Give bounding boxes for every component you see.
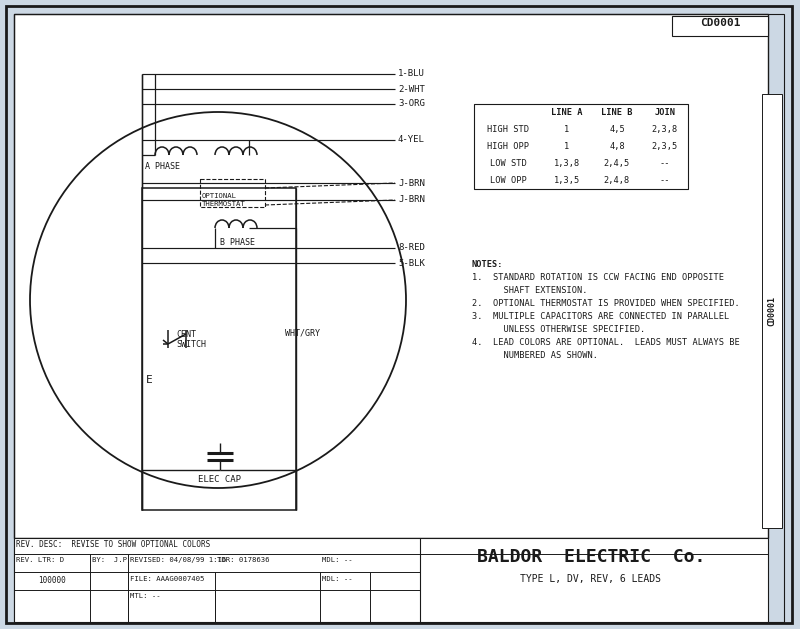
Text: 2,4,8: 2,4,8 [604,176,630,185]
Text: B PHASE: B PHASE [220,238,255,247]
Text: 4,8: 4,8 [609,142,625,151]
Text: MTL: --: MTL: -- [130,593,161,599]
Text: 1: 1 [564,142,570,151]
Text: 4,5: 4,5 [609,125,625,134]
Text: J-BRN: J-BRN [398,196,425,204]
Bar [142,188,296,510]
Text: 1.  STANDARD ROTATION IS CCW FACING END OPPOSITE: 1. STANDARD ROTATION IS CCW FACING END O… [472,273,724,282]
Bar [672,16,768,36]
Text: MDL: --: MDL: -- [322,557,353,563]
Text: FILE: AAAG0007405: FILE: AAAG0007405 [130,576,204,582]
Text: JOIN: JOIN [654,108,675,117]
Text: CD0001: CD0001 [767,296,777,326]
Text: E: E [146,375,153,385]
Text: 100000: 100000 [38,576,66,585]
Text: BALDOR  ELECTRIC  Co.: BALDOR ELECTRIC Co. [477,548,705,566]
Text: CENT: CENT [176,330,196,339]
Text: 1: 1 [564,125,570,134]
Text: MDL: --: MDL: -- [322,576,353,582]
Text: 1,3,5: 1,3,5 [554,176,580,185]
Text: 2-WHT: 2-WHT [398,84,425,94]
Text: BY:  J.P: BY: J.P [92,557,127,563]
Text: 2,4,5: 2,4,5 [604,159,630,168]
Text: REVISED: 04/08/99 1:16: REVISED: 04/08/99 1:16 [130,557,226,563]
Text: --: -- [660,176,670,185]
Text: REV. LTR: D: REV. LTR: D [16,557,64,563]
Bar [14,14,768,538]
Text: THERMOSTAT: THERMOSTAT [202,201,246,207]
Text: 2.  OPTIONAL THERMOSTAT IS PROVIDED WHEN SPECIFIED.: 2. OPTIONAL THERMOSTAT IS PROVIDED WHEN … [472,299,740,308]
Text: 3-ORG: 3-ORG [398,99,425,108]
Text: OPTIONAL: OPTIONAL [202,193,237,199]
Text: 2,3,8: 2,3,8 [652,125,678,134]
Text: 1,3,8: 1,3,8 [554,159,580,168]
Text: LOW STD: LOW STD [490,159,526,168]
Text: HIGH OPP: HIGH OPP [487,142,529,151]
Text: TDR: 0178636: TDR: 0178636 [217,557,270,563]
Bar [762,94,782,528]
Text: REV. DESC:  REVISE TO SHOW OPTIONAL COLORS: REV. DESC: REVISE TO SHOW OPTIONAL COLOR… [16,540,210,549]
Text: --: -- [660,159,670,168]
Text: LINE B: LINE B [602,108,633,117]
Text: J-BRN: J-BRN [398,179,425,187]
Text: NOTES:: NOTES: [472,260,503,269]
Text: LINE A: LINE A [551,108,582,117]
Text: A PHASE: A PHASE [145,162,180,171]
Text: 5-BLK: 5-BLK [398,259,425,267]
Text: UNLESS OTHERWISE SPECIFIED.: UNLESS OTHERWISE SPECIFIED. [472,325,646,334]
Text: SHAFT EXTENSION.: SHAFT EXTENSION. [472,286,587,295]
Bar [200,179,265,207]
Text: 8-RED: 8-RED [398,243,425,252]
Text: 3.  MULTIPLE CAPACITORS ARE CONNECTED IN PARALLEL: 3. MULTIPLE CAPACITORS ARE CONNECTED IN … [472,312,730,321]
Bar [474,104,688,189]
Text: HIGH STD: HIGH STD [487,125,529,134]
Text: NUMBERED AS SHOWN.: NUMBERED AS SHOWN. [472,351,598,360]
Bar [14,538,768,622]
Text: LOW OPP: LOW OPP [490,176,526,185]
Text: ELEC CAP: ELEC CAP [198,475,242,484]
Text: 4-YEL: 4-YEL [398,135,425,145]
Text: CD0001: CD0001 [700,18,740,28]
Text: WHT/GRY: WHT/GRY [285,328,320,337]
Text: 1-BLU: 1-BLU [398,69,425,79]
Text: SWITCH: SWITCH [176,340,206,349]
Text: TYPE L, DV, REV, 6 LEADS: TYPE L, DV, REV, 6 LEADS [521,574,662,584]
Text: 4.  LEAD COLORS ARE OPTIONAL.  LEADS MUST ALWAYS BE: 4. LEAD COLORS ARE OPTIONAL. LEADS MUST … [472,338,740,347]
Text: 2,3,5: 2,3,5 [652,142,678,151]
